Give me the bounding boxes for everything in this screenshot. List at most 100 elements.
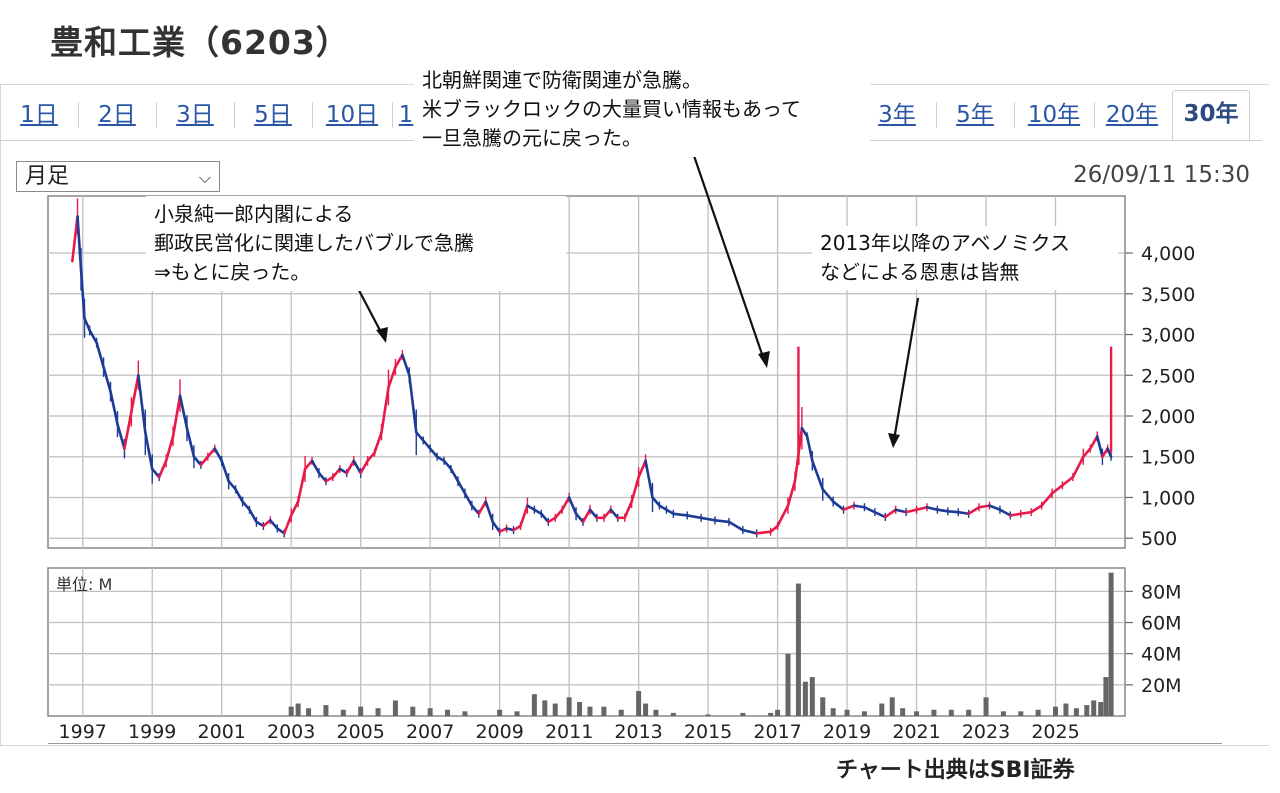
price-segment	[310, 459, 321, 475]
price-segment	[255, 520, 265, 528]
price-segment	[946, 510, 960, 514]
price-segment	[581, 508, 592, 524]
volume-grid	[47, 567, 1126, 717]
tab-5y[interactable]: 5年	[956, 102, 994, 128]
annotation-koizumi: 小泉純一郎内閣による 郵政民営化に関連したバブルで急騰 ⇒もとに戻った。	[146, 196, 566, 291]
price-segment	[574, 512, 585, 524]
volume-bar	[768, 712, 774, 716]
price-segment	[1101, 447, 1109, 459]
arrowhead-icon	[888, 433, 900, 448]
price-segment	[842, 504, 856, 512]
price-segment	[658, 504, 668, 512]
period-select[interactable]: 月足 ⌵	[16, 161, 220, 192]
price-segment	[109, 390, 119, 426]
volume-bar	[844, 709, 850, 716]
volume-bar	[531, 694, 537, 716]
price-segment	[998, 508, 1012, 517]
price-segment	[526, 504, 536, 512]
tab-separator	[78, 102, 79, 128]
price-ytick-label: 4,000	[1141, 243, 1195, 265]
volume-bar	[323, 705, 329, 716]
price-segment	[275, 527, 286, 535]
volume-bar	[577, 701, 583, 716]
x-tick-label: 2001	[198, 721, 246, 743]
tab-separator	[156, 102, 157, 128]
price-segment	[741, 528, 759, 535]
price-segment	[102, 365, 112, 393]
volume-bar	[670, 712, 676, 716]
price-segment	[331, 467, 342, 479]
price-segment	[352, 459, 362, 475]
tab-3y[interactable]: 3年	[878, 102, 916, 128]
price-segment	[1071, 455, 1085, 479]
tab-3d[interactable]: 3日	[176, 102, 214, 128]
price-segment	[1095, 435, 1104, 459]
volume-bar	[410, 706, 416, 716]
price-segment	[95, 341, 105, 369]
x-tick-label: 1997	[59, 721, 107, 743]
volume-bar	[542, 700, 548, 716]
volume-ytick-label: 40M	[1141, 644, 1182, 666]
tab-10d[interactable]: 10日	[325, 102, 379, 128]
annotation-line: 一旦急騰の元に戻った。	[422, 126, 642, 150]
x-tick-label: 2003	[267, 721, 315, 743]
price-segment	[904, 508, 918, 514]
volume-bar	[1091, 700, 1097, 716]
price-segment	[408, 373, 418, 434]
tab-separator	[392, 102, 393, 128]
price-segment	[456, 479, 467, 495]
annotation-arrow-north-korea	[690, 149, 766, 361]
price-segment	[560, 496, 571, 512]
volume-bar	[462, 711, 468, 716]
price-segment	[546, 516, 557, 524]
x-tick-label: 1999	[128, 721, 176, 743]
x-tick-label: 2015	[684, 721, 732, 743]
tab-5d[interactable]: 5日	[254, 102, 292, 128]
tab-30y[interactable]: 30年	[1172, 90, 1250, 141]
volume-bar	[636, 691, 642, 716]
period-tabs: 1日 2日 3日 5日 10日 1 3年 5年 10年 20年 30年	[0, 90, 1262, 141]
annotation-line: 小泉純一郎内閣による	[154, 202, 354, 226]
tab-10y[interactable]: 10年	[1027, 102, 1081, 128]
price-segment	[241, 500, 251, 512]
volume-bar	[914, 711, 920, 716]
price-segment	[665, 508, 675, 516]
volume-bar	[392, 700, 398, 716]
volume-bar	[566, 697, 572, 716]
volume-bar	[1063, 703, 1069, 716]
price-segment	[394, 353, 404, 369]
price-segment	[821, 488, 835, 503]
price-segment	[1050, 483, 1064, 495]
price-segment	[672, 512, 689, 517]
tab-20y[interactable]: 20年	[1105, 102, 1159, 128]
tab-1d[interactable]: 1日	[20, 102, 58, 128]
arrowhead-icon	[758, 351, 770, 368]
price-segment	[1009, 512, 1023, 517]
price-ytick-label: 2,000	[1141, 406, 1195, 428]
price-segment	[130, 373, 140, 414]
price-segment	[234, 488, 244, 503]
volume-y-axis: 20M 40M 60M 80M	[1125, 581, 1182, 697]
volume-bar	[601, 706, 607, 716]
volume-bar	[830, 708, 836, 716]
price-segment	[519, 504, 529, 528]
price-segment	[477, 500, 488, 516]
price-segment	[421, 439, 432, 450]
volume-bar	[643, 703, 649, 716]
volume-bar	[740, 712, 746, 716]
tab-separator	[234, 102, 235, 128]
price-segment	[282, 514, 293, 535]
price-segment	[262, 518, 272, 528]
tab-partial[interactable]: 1	[398, 102, 414, 128]
tab-separator	[936, 102, 937, 128]
x-tick-label: 2009	[475, 721, 523, 743]
volume-bar	[1108, 572, 1114, 716]
arrowhead-icon	[376, 327, 388, 343]
price-segment	[227, 479, 237, 491]
price-segment	[373, 430, 383, 454]
tab-2d[interactable]: 2日	[98, 102, 136, 128]
tab-separator	[312, 102, 313, 128]
volume-bar	[497, 709, 503, 716]
price-segment	[414, 430, 425, 442]
price-segment	[359, 459, 369, 475]
